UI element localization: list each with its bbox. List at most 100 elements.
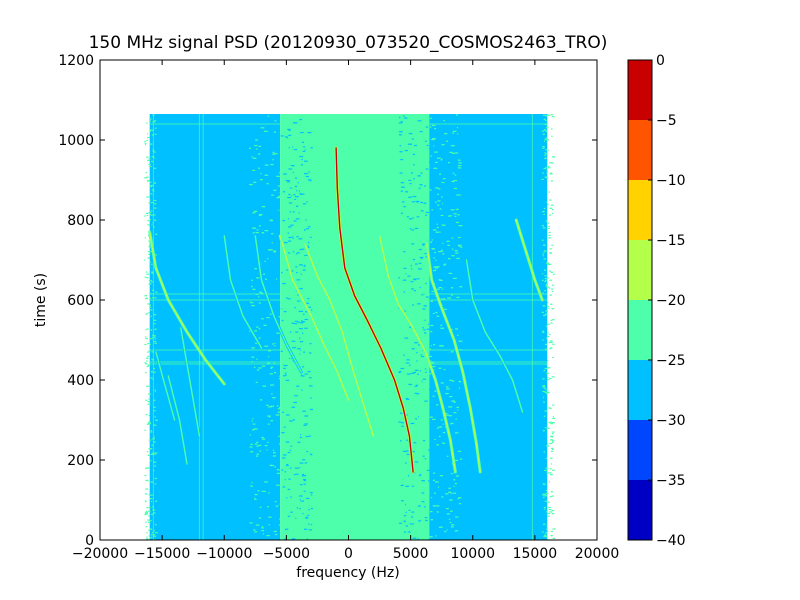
heatmap-noise-cell xyxy=(153,182,156,184)
heatmap-noise-cell xyxy=(144,276,147,278)
heatmap-noise-cell xyxy=(457,133,459,135)
heatmap-noise-cell xyxy=(547,167,551,169)
heatmap-noise-cell xyxy=(444,133,448,135)
heatmap-noise-cell xyxy=(276,175,281,177)
heatmap-noise-cell xyxy=(148,202,151,204)
heatmap-noise-cell xyxy=(282,454,287,456)
heatmap-noise-cell xyxy=(414,227,419,230)
heatmap-noise-cell xyxy=(545,137,548,139)
heatmap-noise-cell xyxy=(252,423,256,425)
heatmap-noise-cell xyxy=(150,377,153,379)
heatmap-background-bands xyxy=(149,114,548,540)
heatmap-noise-cell xyxy=(256,369,260,371)
heatmap-noise-cell xyxy=(542,172,544,174)
heatmap-noise-cell xyxy=(430,362,435,364)
heatmap-noise-cell xyxy=(547,335,550,338)
heatmap-noise-cell xyxy=(146,385,148,388)
heatmap-noise-cell xyxy=(428,161,432,163)
drift-line-core xyxy=(155,351,176,421)
heatmap-noise-cell xyxy=(259,450,262,452)
heatmap-noise-cell xyxy=(551,422,555,424)
heatmap-noise-cell xyxy=(151,534,154,536)
heatmap-noise-cell xyxy=(546,177,549,179)
heatmap-noise-cell xyxy=(434,438,436,441)
heatmap-noise-cell xyxy=(254,443,258,445)
heatmap-noise-cell xyxy=(292,146,294,148)
heatmap-noise-cell xyxy=(432,505,437,507)
heatmap-noise-cell xyxy=(249,522,253,524)
heatmap-noise-cell xyxy=(148,211,152,214)
heatmap-noise-cell xyxy=(310,454,313,456)
heatmap-noise-cell xyxy=(408,383,411,386)
colorbar-tick-label: −35 xyxy=(656,473,686,489)
heatmap-noise-cell xyxy=(440,298,443,300)
heatmap-noise-cell xyxy=(422,378,427,380)
heatmap-noise-cell xyxy=(544,151,546,154)
drift-line-core xyxy=(223,235,263,349)
heatmap-noise-cell xyxy=(153,207,157,209)
heatmap-noise-cell xyxy=(284,136,288,138)
heatmap-noise-cell xyxy=(283,367,286,370)
heatmap-noise-cell xyxy=(425,371,427,373)
heatmap-noise-cell xyxy=(302,269,306,271)
heatmap-noise-cell xyxy=(290,496,292,498)
heatmap-noise-cell xyxy=(425,126,429,128)
heatmap-noise-cell xyxy=(295,253,298,255)
heatmap-noise-cell xyxy=(402,201,405,203)
heatmap-noise-cell xyxy=(290,270,294,272)
heatmap-noise-cell xyxy=(549,214,551,216)
heatmap-noise-cell xyxy=(449,510,453,512)
heatmap-noise-cell xyxy=(552,404,555,406)
heatmap-noise-cell xyxy=(252,288,256,291)
heatmap-noise-cell xyxy=(414,392,418,394)
heatmap-noise-cell xyxy=(542,385,546,387)
colorbar-tick-label: −30 xyxy=(656,413,686,429)
heatmap-noise-cell xyxy=(145,467,149,469)
heatmap-noise-cell xyxy=(149,130,152,132)
heatmap-noise-cell xyxy=(270,220,273,222)
heatmap-noise-cell xyxy=(146,513,149,515)
heatmap-noise-cell xyxy=(274,342,276,344)
heatmap-noise-cell xyxy=(550,474,553,476)
heatmap-noise-cell xyxy=(155,291,158,293)
heatmap-noise-cell xyxy=(254,498,257,501)
heatmap-noise-cell xyxy=(544,367,548,370)
heatmap-noise-cell xyxy=(283,241,286,243)
heatmap-noise-cell xyxy=(425,214,428,216)
heatmap-noise-cell xyxy=(296,190,298,192)
heatmap-noise-cell xyxy=(399,440,402,442)
heatmap-noise-cell xyxy=(544,508,546,510)
heatmap-noise-cell xyxy=(283,426,286,428)
heatmap-noise-cell xyxy=(549,347,552,350)
heatmap-noise-cell xyxy=(291,236,294,238)
heatmap-noise-cell xyxy=(258,367,262,369)
heatmap-noise-cell xyxy=(151,263,153,265)
heatmap-noise-cell xyxy=(294,177,298,179)
heatmap-noise-cell xyxy=(151,129,155,131)
heatmap-noise-cell xyxy=(430,300,434,302)
heatmap-noise-cell xyxy=(438,286,443,289)
heatmap-noise-cell xyxy=(148,163,151,166)
heatmap-noise-cell xyxy=(297,441,301,443)
heatmap-noise-cell xyxy=(300,164,304,166)
heatmap-noise-cell xyxy=(546,337,548,339)
heatmap-noise-cell xyxy=(549,279,552,281)
heatmap-noise-cell xyxy=(146,536,148,538)
heatmap-noise-cell xyxy=(305,175,309,178)
colorbar-block xyxy=(628,360,652,420)
heatmap-noise-cell xyxy=(445,392,449,395)
heatmap-noise-cell xyxy=(293,401,297,404)
heatmap-noise-cell xyxy=(455,418,457,420)
heatmap-noise-cell xyxy=(440,250,444,252)
heatmap-noise-cell xyxy=(289,357,291,360)
heatmap-noise-cell xyxy=(270,163,274,166)
heatmap-noise-cell xyxy=(399,412,403,414)
heatmap-noise-cell xyxy=(299,462,304,464)
heatmap-noise-cell xyxy=(406,359,410,361)
heatmap-noise-cell xyxy=(450,473,453,475)
heatmap-noise-cell xyxy=(436,226,439,229)
x-tick-label: −10000 xyxy=(196,546,252,562)
heatmap-noise-cell xyxy=(309,492,313,494)
heatmap-noise-cell xyxy=(404,149,409,152)
heatmap-noise-cell xyxy=(154,416,156,418)
